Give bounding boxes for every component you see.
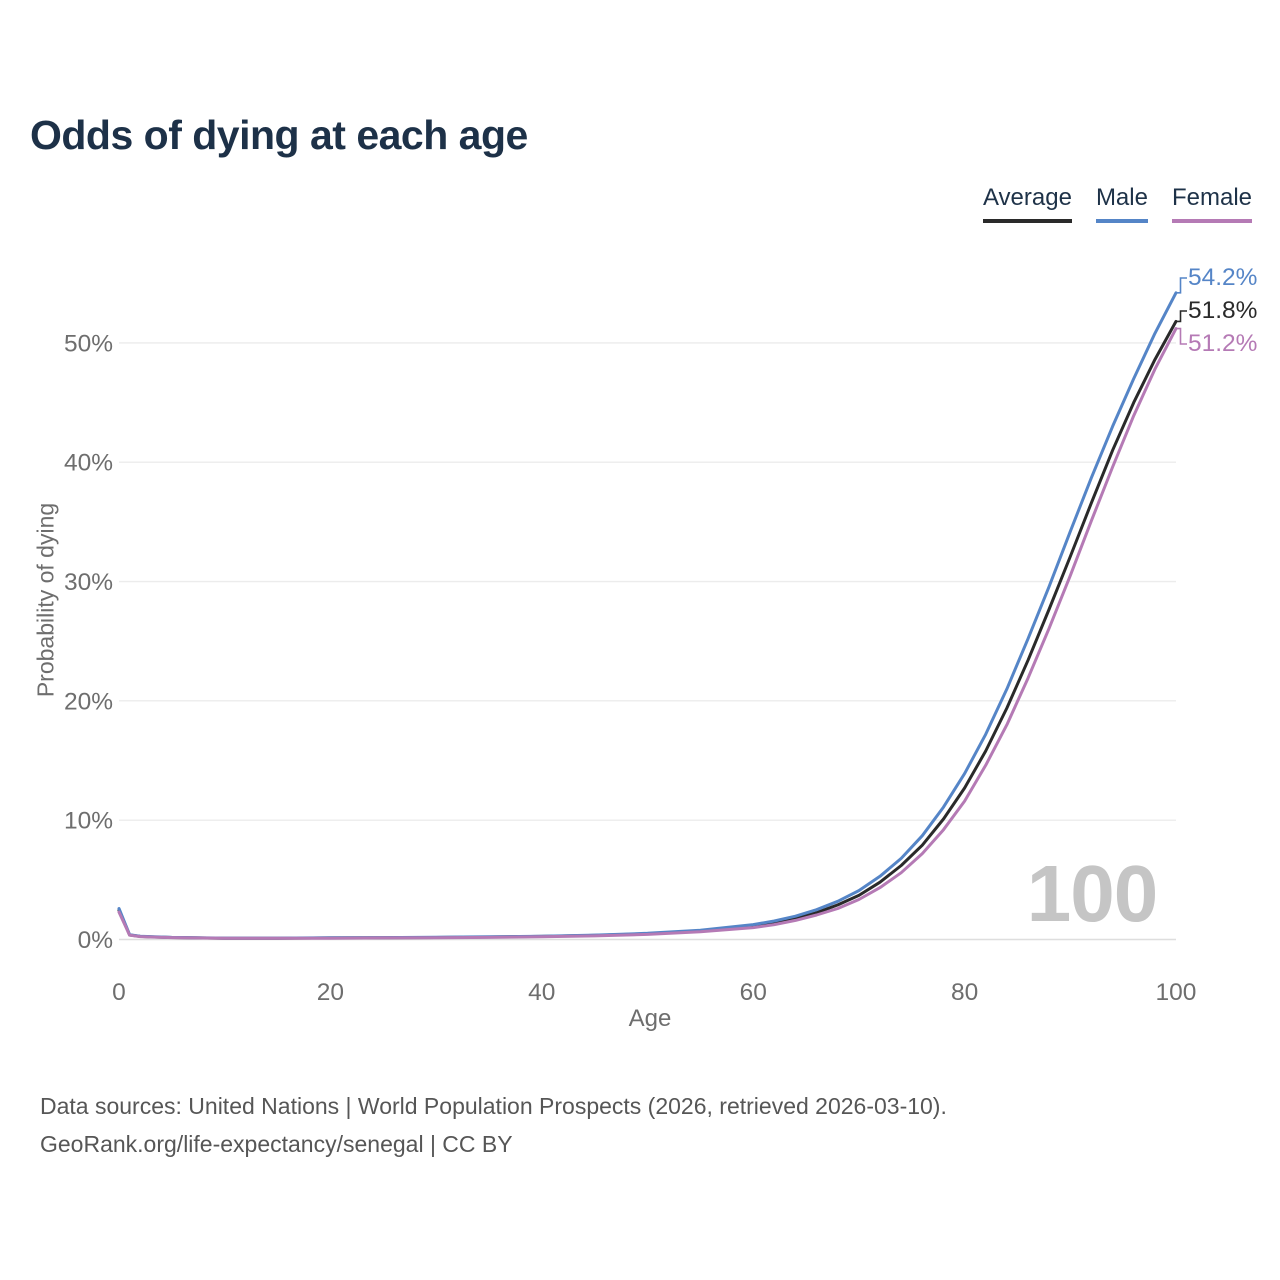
series-line-average[interactable] bbox=[117, 319, 1178, 940]
chart-title: Odds of dying at each age bbox=[30, 112, 528, 158]
end-label-average: 51.8% bbox=[1188, 297, 1258, 324]
x-tick-label: 40 bbox=[528, 979, 555, 1006]
legend-item-male[interactable]: Male bbox=[1095, 184, 1148, 223]
end-label-female: 51.2% bbox=[1188, 330, 1258, 357]
y-axis-title: Probability of dying bbox=[32, 502, 59, 698]
age-watermark: 100 bbox=[1026, 849, 1158, 938]
y-tick-label: 40% bbox=[64, 450, 113, 477]
legend-item-female[interactable]: Female bbox=[1171, 184, 1252, 223]
x-axis-title: Age bbox=[628, 1005, 672, 1032]
series-line-female[interactable] bbox=[117, 327, 1178, 940]
end-label-connector-female bbox=[1176, 327, 1187, 345]
legend: Average Male Female bbox=[982, 184, 1252, 223]
source-line-2: GeoRank.org/life-expectancy/senegal | CC… bbox=[40, 1131, 513, 1157]
y-tick-label: 50% bbox=[64, 330, 113, 357]
x-tick-label: 80 bbox=[951, 979, 978, 1006]
end-label-connector-average bbox=[1176, 310, 1187, 323]
series-line-male[interactable] bbox=[117, 291, 1178, 940]
source-note: Data sources: United Nations | World Pop… bbox=[40, 1087, 947, 1163]
y-tick-label: 10% bbox=[64, 808, 113, 835]
y-tick-label: 30% bbox=[64, 569, 113, 596]
end-label-male: 54.2% bbox=[1188, 264, 1258, 291]
y-tick-label: 0% bbox=[78, 927, 113, 954]
x-tick-label: 20 bbox=[317, 979, 344, 1006]
end-label-connector-male bbox=[1176, 277, 1187, 294]
source-line-1: Data sources: United Nations | World Pop… bbox=[40, 1093, 947, 1119]
legend-item-average[interactable]: Average bbox=[982, 184, 1072, 223]
x-tick-label: 0 bbox=[112, 979, 126, 1006]
x-tick-label: 100 bbox=[1156, 979, 1197, 1006]
x-tick-label: 60 bbox=[740, 979, 767, 1006]
y-tick-label: 20% bbox=[64, 688, 113, 715]
